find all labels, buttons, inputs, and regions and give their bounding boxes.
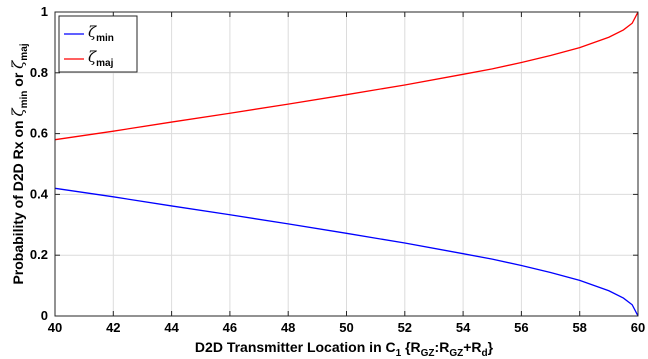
series-line-min [54,187,639,317]
legend-entry-maj: ζmaj [88,48,114,69]
x-tick-label: 56 [514,320,528,335]
x-tick-label: 42 [106,320,120,335]
y-tick-label: 1 [41,4,48,19]
y-tick-label: 0.8 [30,65,48,80]
series-layer [54,11,639,317]
x-tick-label: 52 [398,320,412,335]
x-tick-label: 40 [48,320,62,335]
y-axis-label: Probability of D2D Rx on ζmin or ζmaj [9,43,30,284]
y-tick-label: 0.6 [30,126,48,141]
x-tick-label: 54 [456,320,471,335]
x-tick-label: 50 [339,320,353,335]
x-tick-label: 44 [164,320,179,335]
legend-entry-min: ζmin [88,23,114,44]
tick-layer: 40 42 44 46 48 50 52 54 56 58 60 0 0.2 0.4 0.6 0.8 1 [30,4,645,335]
x-tick-label: 48 [281,320,295,335]
y-tick-label: 0.2 [30,247,48,262]
legend-box [58,15,138,73]
grid-layer [54,11,639,317]
series-line-maj [54,11,639,141]
x-tick-label: 58 [572,320,586,335]
legend: ζmin ζmaj [58,15,138,73]
x-tick-label: 60 [631,320,645,335]
y-tick-label: 0 [41,308,48,323]
x-axis-label: D2D Transmitter Location in C1 {RGZ:RGZ+… [195,339,494,359]
y-tick-label: 0.4 [30,186,49,201]
x-tick-label: 46 [223,320,237,335]
